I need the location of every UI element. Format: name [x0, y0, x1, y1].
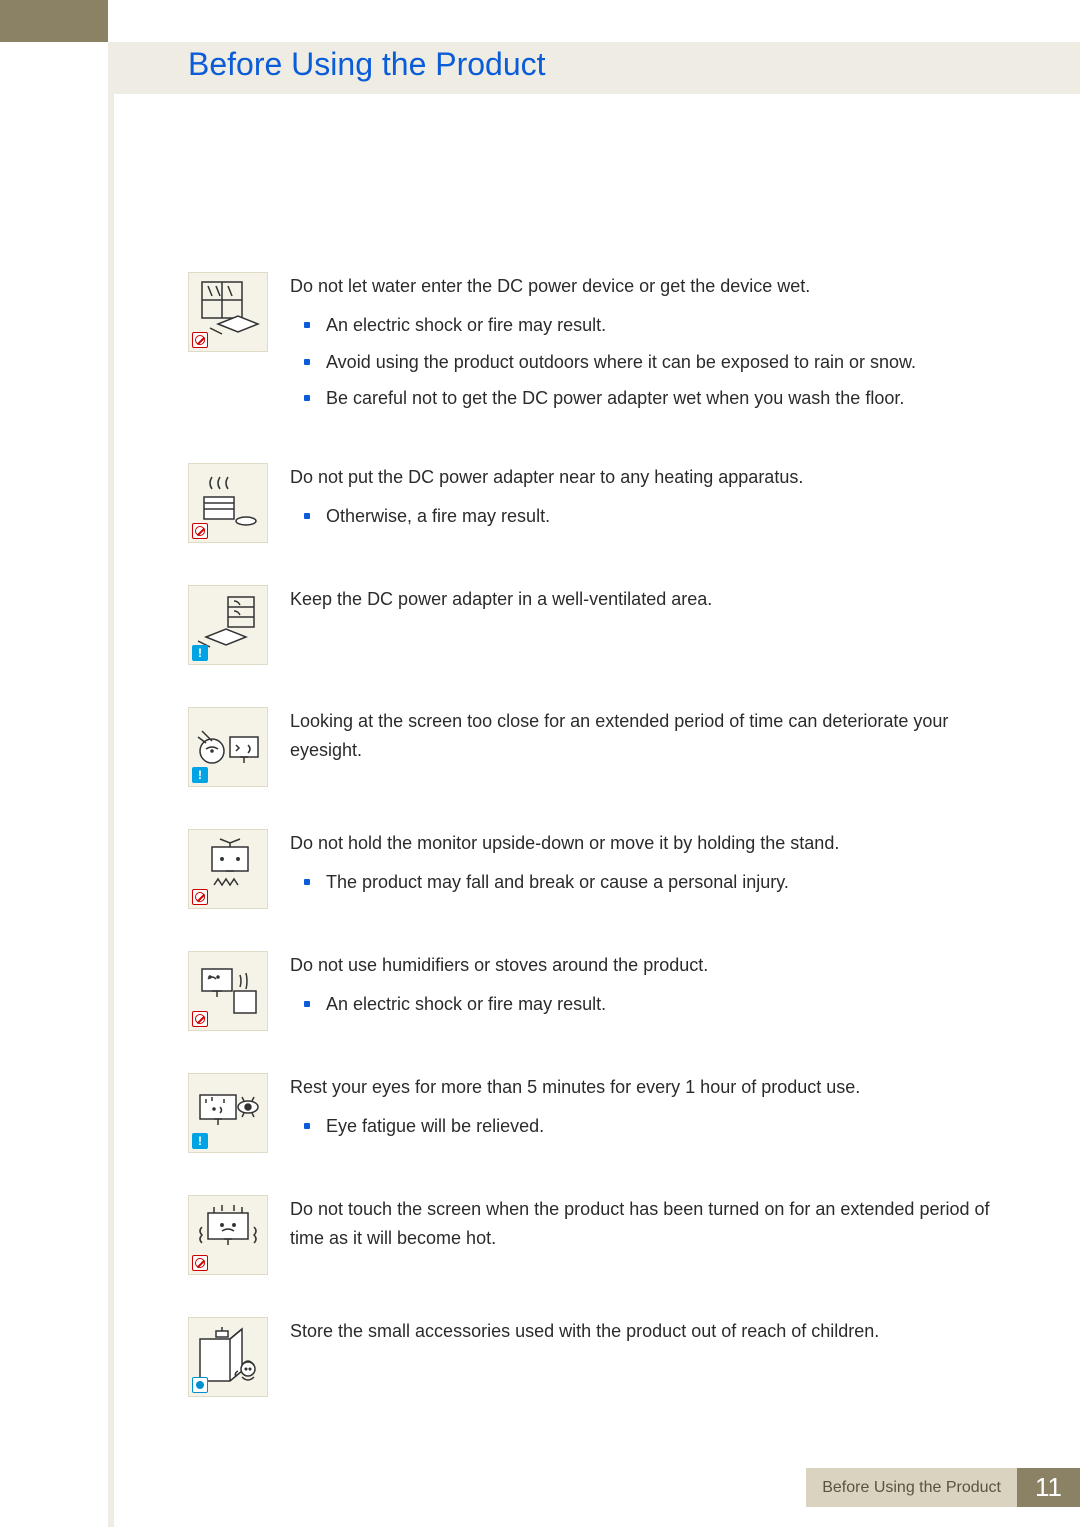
side-strip — [108, 94, 114, 1527]
safety-item: Looking at the screen too close for an e… — [188, 707, 1020, 787]
safety-bullets: The product may fall and break or cause … — [290, 868, 1020, 897]
safety-illustration — [188, 1073, 268, 1153]
safety-illustration — [188, 272, 268, 352]
info-badge-icon — [192, 767, 208, 783]
safety-text: Looking at the screen too close for an e… — [290, 707, 1020, 775]
safety-bullet: Otherwise, a fire may result. — [304, 502, 1020, 531]
safety-item: Store the small accessories used with th… — [188, 1317, 1020, 1397]
safety-text: Store the small accessories used with th… — [290, 1317, 1020, 1356]
safety-item: Do not let water enter the DC power devi… — [188, 272, 1020, 421]
safety-lead: Do not use humidifiers or stoves around … — [290, 951, 1020, 980]
safety-text: Do not put the DC power adapter near to … — [290, 463, 1020, 539]
safety-illustration — [188, 829, 268, 909]
safety-bullet: Be careful not to get the DC power adapt… — [304, 384, 1020, 413]
safety-bullet: The product may fall and break or cause … — [304, 868, 1020, 897]
safety-illustration — [188, 1195, 268, 1275]
safety-bullets: An electric shock or fire may result. — [290, 990, 1020, 1019]
prohibit-badge-icon — [192, 332, 208, 348]
safety-items: Do not let water enter the DC power devi… — [188, 272, 1020, 1439]
safety-lead: Do not hold the monitor upside-down or m… — [290, 829, 1020, 858]
page-title: Before Using the Product — [188, 46, 546, 83]
safety-text: Rest your eyes for more than 5 minutes f… — [290, 1073, 1020, 1149]
safety-illustration — [188, 585, 268, 665]
prohibit-badge-icon — [192, 1011, 208, 1027]
safety-bullet: Eye fatigue will be relieved. — [304, 1112, 1020, 1141]
safety-item: Keep the DC power adapter in a well-vent… — [188, 585, 1020, 665]
prohibit-badge-icon — [192, 1255, 208, 1271]
safety-lead: Store the small accessories used with th… — [290, 1317, 1020, 1346]
safety-lead: Keep the DC power adapter in a well-vent… — [290, 585, 1020, 614]
safety-bullets: An electric shock or fire may result. Avo… — [290, 311, 1020, 413]
safety-illustration — [188, 463, 268, 543]
safety-bullet: An electric shock or fire may result. — [304, 990, 1020, 1019]
header-tab — [0, 0, 108, 42]
dot-badge-icon — [192, 1377, 208, 1393]
safety-item: Do not use humidifiers or stoves around … — [188, 951, 1020, 1031]
safety-lead: Do not put the DC power adapter near to … — [290, 463, 1020, 492]
safety-illustration — [188, 707, 268, 787]
footer-page-number: 11 — [1017, 1468, 1080, 1507]
safety-text: Keep the DC power adapter in a well-vent… — [290, 585, 1020, 624]
safety-lead: Looking at the screen too close for an e… — [290, 707, 1020, 765]
safety-text: Do not let water enter the DC power devi… — [290, 272, 1020, 421]
safety-illustration — [188, 951, 268, 1031]
page-footer: Before Using the Product 11 — [806, 1468, 1080, 1507]
safety-bullets: Eye fatigue will be relieved. — [290, 1112, 1020, 1141]
safety-lead: Rest your eyes for more than 5 minutes f… — [290, 1073, 1020, 1102]
safety-illustration — [188, 1317, 268, 1397]
safety-bullets: Otherwise, a fire may result. — [290, 502, 1020, 531]
prohibit-badge-icon — [192, 523, 208, 539]
prohibit-badge-icon — [192, 889, 208, 905]
safety-item: Do not hold the monitor upside-down or m… — [188, 829, 1020, 909]
safety-bullet: Avoid using the product outdoors where i… — [304, 348, 1020, 377]
info-badge-icon — [192, 645, 208, 661]
safety-lead: Do not touch the screen when the product… — [290, 1195, 1020, 1253]
info-badge-icon — [192, 1133, 208, 1149]
safety-item: Do not touch the screen when the product… — [188, 1195, 1020, 1275]
safety-text: Do not touch the screen when the product… — [290, 1195, 1020, 1263]
footer-label: Before Using the Product — [806, 1468, 1017, 1507]
safety-lead: Do not let water enter the DC power devi… — [290, 272, 1020, 301]
safety-item: Rest your eyes for more than 5 minutes f… — [188, 1073, 1020, 1153]
safety-item: Do not put the DC power adapter near to … — [188, 463, 1020, 543]
safety-text: Do not use humidifiers or stoves around … — [290, 951, 1020, 1027]
safety-bullet: An electric shock or fire may result. — [304, 311, 1020, 340]
safety-text: Do not hold the monitor upside-down or m… — [290, 829, 1020, 905]
